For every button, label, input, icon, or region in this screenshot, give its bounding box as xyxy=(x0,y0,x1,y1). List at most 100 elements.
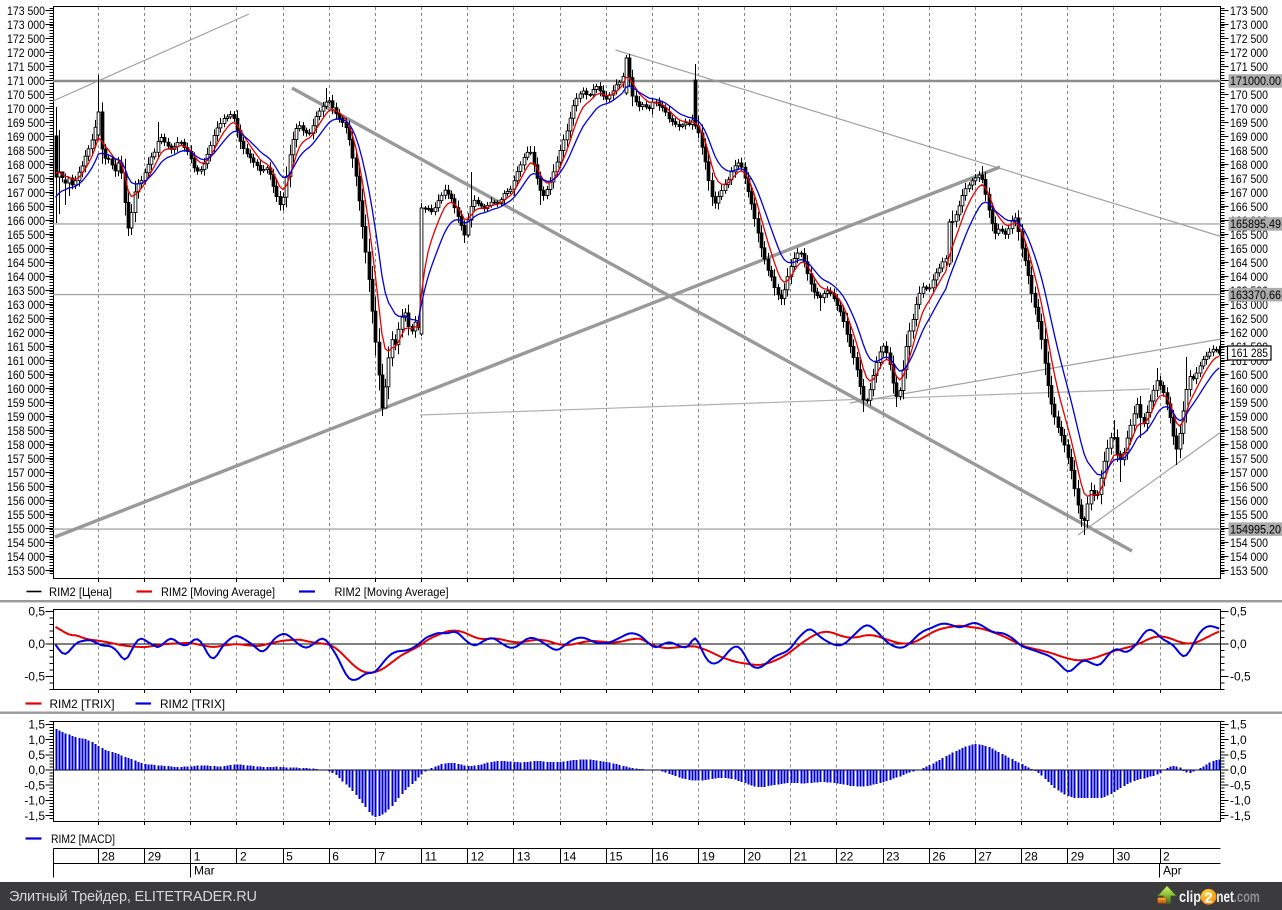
svg-text:2: 2 xyxy=(1163,850,1170,864)
svg-text:-1,0: -1,0 xyxy=(24,794,45,808)
svg-text:-1,5: -1,5 xyxy=(1230,809,1251,823)
svg-text:29: 29 xyxy=(148,850,162,864)
svg-text:RIM2 [TRIX]: RIM2 [TRIX] xyxy=(160,697,225,711)
svg-text:-1,5: -1,5 xyxy=(24,809,45,823)
svg-text:-0,5: -0,5 xyxy=(1230,670,1251,684)
svg-text:net: net xyxy=(1216,889,1234,906)
svg-text:clip: clip xyxy=(1179,889,1201,906)
svg-text:167 500: 167 500 xyxy=(7,172,45,186)
svg-text:160 500: 160 500 xyxy=(1230,368,1268,382)
svg-text:157 500: 157 500 xyxy=(1230,452,1268,466)
svg-text:160 500: 160 500 xyxy=(7,368,45,382)
svg-text:163 000: 163 000 xyxy=(1230,298,1268,312)
svg-text:159 000: 159 000 xyxy=(7,410,45,424)
svg-text:169 500: 169 500 xyxy=(1230,116,1268,130)
svg-text:157 000: 157 000 xyxy=(7,466,45,480)
svg-text:.com: .com xyxy=(1234,889,1260,906)
svg-text:165895.49: 165895.49 xyxy=(1230,217,1281,231)
svg-text:0,5: 0,5 xyxy=(28,748,45,762)
svg-text:168 000: 168 000 xyxy=(7,158,45,172)
svg-text:RIM2 [TRIX]: RIM2 [TRIX] xyxy=(50,697,115,711)
svg-text:163 500: 163 500 xyxy=(7,284,45,298)
svg-text:RIM2 [Moving Average]: RIM2 [Moving Average] xyxy=(335,585,449,599)
svg-text:155 500: 155 500 xyxy=(7,508,45,522)
svg-text:164 000: 164 000 xyxy=(1230,270,1268,284)
svg-text:170 000: 170 000 xyxy=(7,102,45,116)
svg-text:158 000: 158 000 xyxy=(7,438,45,452)
svg-text:Элитный Трейдер, ELITETRADER.R: Элитный Трейдер, ELITETRADER.RU xyxy=(9,889,257,905)
svg-text:1,5: 1,5 xyxy=(1230,718,1247,732)
svg-text:163370.66: 163370.66 xyxy=(1230,288,1281,302)
svg-text:0,0: 0,0 xyxy=(1230,763,1247,777)
svg-text:RIM2 [Цена]: RIM2 [Цена] xyxy=(49,585,112,599)
svg-text:2: 2 xyxy=(1204,890,1212,907)
svg-text:0,0: 0,0 xyxy=(1230,637,1247,651)
svg-text:Apr: Apr xyxy=(1163,864,1182,878)
svg-text:173 000: 173 000 xyxy=(7,18,45,32)
svg-text:13: 13 xyxy=(517,850,531,864)
svg-text:173 000: 173 000 xyxy=(1230,18,1268,32)
svg-text:169 000: 169 000 xyxy=(7,130,45,144)
svg-text:171 500: 171 500 xyxy=(1230,60,1268,74)
svg-text:173 500: 173 500 xyxy=(7,4,45,18)
svg-text:RIM2 [Moving Average]: RIM2 [Moving Average] xyxy=(161,585,275,599)
svg-text:154 500: 154 500 xyxy=(1230,536,1268,550)
svg-text:7: 7 xyxy=(378,850,385,864)
svg-text:162 000: 162 000 xyxy=(1230,326,1268,340)
svg-text:164 500: 164 500 xyxy=(1230,256,1268,270)
svg-text:28: 28 xyxy=(1025,850,1039,864)
svg-text:29: 29 xyxy=(1071,850,1085,864)
svg-text:159 000: 159 000 xyxy=(1230,410,1268,424)
svg-text:167 000: 167 000 xyxy=(7,186,45,200)
svg-text:156 500: 156 500 xyxy=(1230,480,1268,494)
svg-text:154 500: 154 500 xyxy=(7,536,45,550)
svg-text:-1,0: -1,0 xyxy=(1230,794,1251,808)
svg-text:160 000: 160 000 xyxy=(1230,382,1268,396)
svg-text:171 500: 171 500 xyxy=(7,60,45,74)
svg-text:153 500: 153 500 xyxy=(7,564,45,578)
svg-text:155 500: 155 500 xyxy=(1230,508,1268,522)
svg-text:157 500: 157 500 xyxy=(7,452,45,466)
svg-text:172 500: 172 500 xyxy=(1230,32,1268,46)
svg-text:169 000: 169 000 xyxy=(1230,130,1268,144)
svg-text:6: 6 xyxy=(332,850,339,864)
svg-text:26: 26 xyxy=(932,850,946,864)
svg-text:161 285: 161 285 xyxy=(1231,346,1268,360)
svg-text:165 000: 165 000 xyxy=(1230,242,1268,256)
svg-text:167 000: 167 000 xyxy=(1230,186,1268,200)
svg-text:1: 1 xyxy=(194,850,201,864)
svg-text:158 500: 158 500 xyxy=(7,424,45,438)
svg-text:157 000: 157 000 xyxy=(1230,466,1268,480)
svg-text:171 000: 171 000 xyxy=(7,74,45,88)
svg-text:171000.00: 171000.00 xyxy=(1230,74,1281,88)
svg-text:166 500: 166 500 xyxy=(1230,200,1268,214)
svg-text:159 500: 159 500 xyxy=(1230,396,1268,410)
svg-text:162 500: 162 500 xyxy=(1230,312,1268,326)
svg-text:Mar: Mar xyxy=(194,864,215,878)
svg-text:161 000: 161 000 xyxy=(7,354,45,368)
svg-text:154995.20: 154995.20 xyxy=(1230,522,1281,536)
svg-text:158 000: 158 000 xyxy=(1230,438,1268,452)
svg-text:166 500: 166 500 xyxy=(7,200,45,214)
svg-text:170 500: 170 500 xyxy=(7,88,45,102)
svg-text:164 000: 164 000 xyxy=(7,270,45,284)
svg-text:170 500: 170 500 xyxy=(1230,88,1268,102)
svg-text:27: 27 xyxy=(978,850,992,864)
svg-text:168 500: 168 500 xyxy=(1230,144,1268,158)
svg-text:162 500: 162 500 xyxy=(7,312,45,326)
svg-text:0,5: 0,5 xyxy=(28,605,45,619)
svg-text:153 500: 153 500 xyxy=(1230,564,1268,578)
svg-text:23: 23 xyxy=(886,850,900,864)
svg-text:154 000: 154 000 xyxy=(7,550,45,564)
svg-text:15: 15 xyxy=(609,850,623,864)
svg-text:166 000: 166 000 xyxy=(7,214,45,228)
svg-text:22: 22 xyxy=(840,850,854,864)
svg-text:162 000: 162 000 xyxy=(7,326,45,340)
svg-text:-0,5: -0,5 xyxy=(24,778,45,792)
svg-text:156 500: 156 500 xyxy=(7,480,45,494)
svg-text:172 000: 172 000 xyxy=(7,46,45,60)
svg-text:161 500: 161 500 xyxy=(7,340,45,354)
svg-text:0,0: 0,0 xyxy=(28,637,45,651)
svg-text:30: 30 xyxy=(1117,850,1131,864)
svg-text:168 000: 168 000 xyxy=(1230,158,1268,172)
